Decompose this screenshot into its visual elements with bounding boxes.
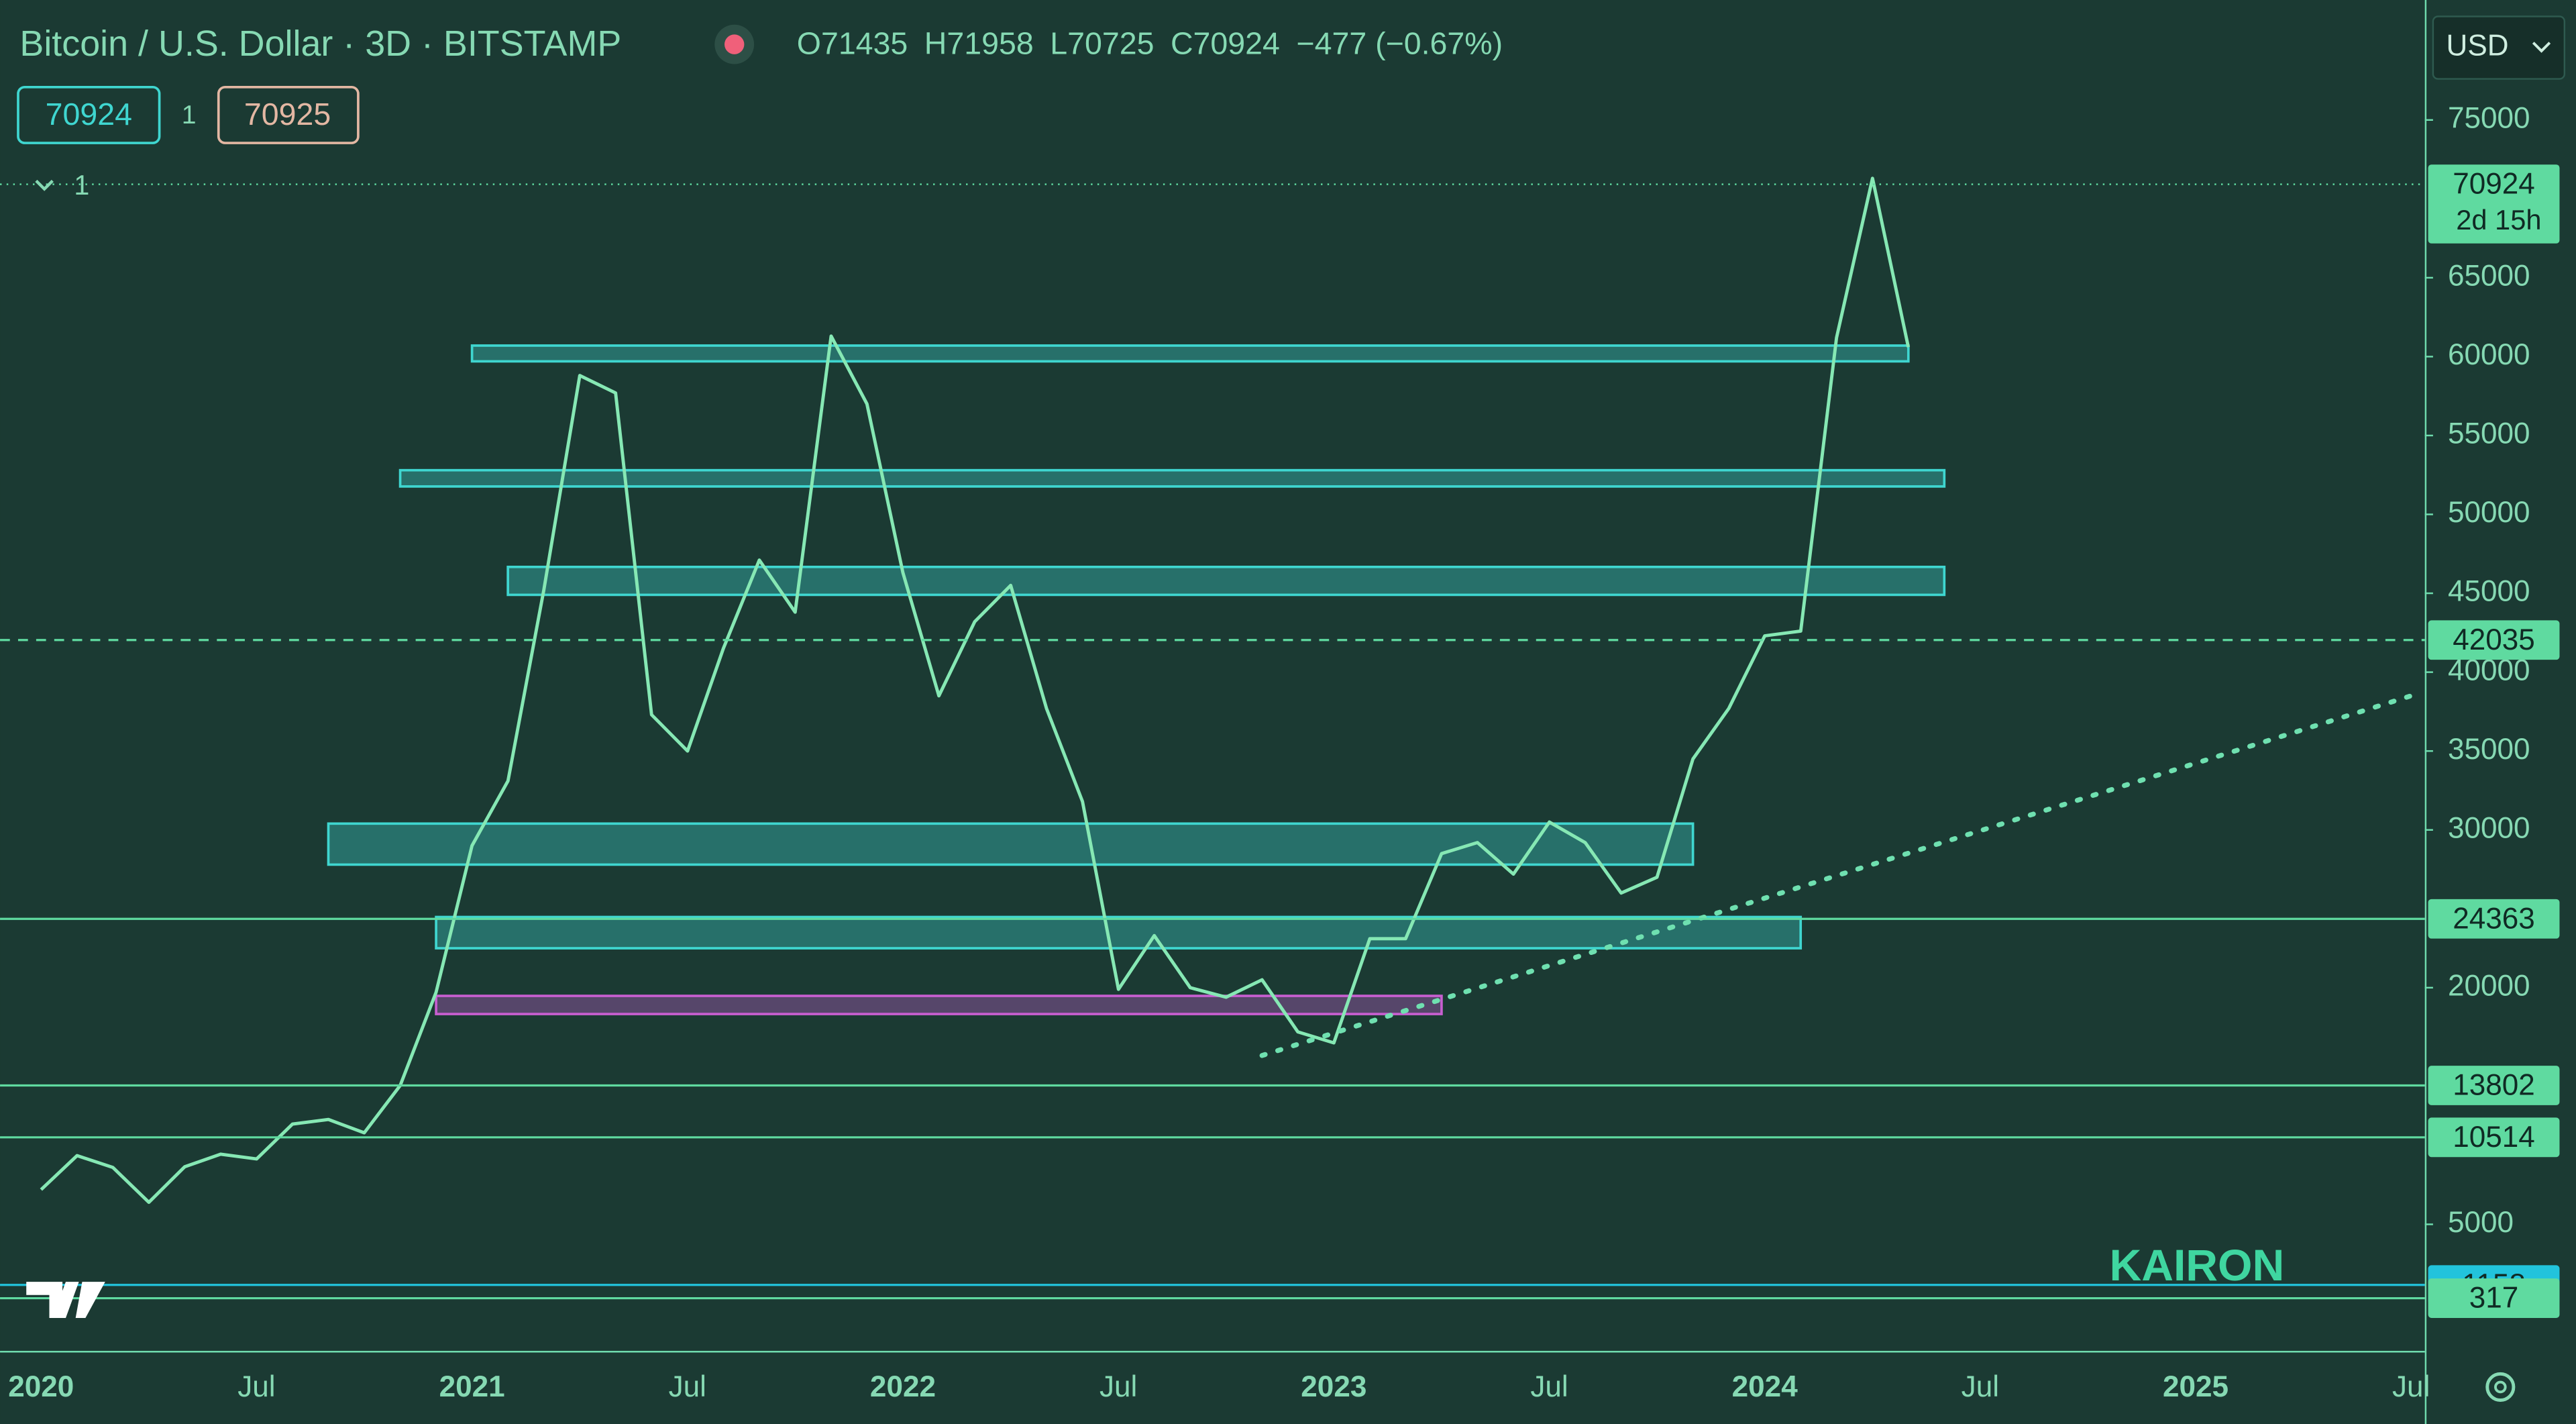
- currency-caret[interactable]: [2532, 42, 2551, 53]
- sell-button[interactable]: [17, 85, 161, 144]
- watermark: KAIRON: [2109, 1241, 2284, 1290]
- y-tick-label: 5000: [2448, 1206, 2514, 1239]
- ohlc-readout: O71435 H71958 L70725 C70924 −477 (−0.67%): [797, 26, 1503, 61]
- price-level-badge: [2428, 899, 2560, 939]
- price-level-badge: [2428, 164, 2560, 244]
- buy-price[interactable]: 70925: [244, 97, 331, 132]
- x-tick-label: Jul: [1530, 1370, 1568, 1403]
- sell-price[interactable]: 70924: [46, 97, 132, 132]
- ohlc-value: 70725: [1067, 26, 1154, 61]
- price-level-badge: [2428, 1278, 2560, 1318]
- ohlc-value: 70924: [1193, 26, 1280, 61]
- support-resistance-zone: [435, 995, 1443, 1015]
- symbol-title: Bitcoin / U.S. Dollar · 3D · BITSTAMP: [19, 23, 621, 64]
- x-tick-label: Jul: [237, 1370, 275, 1403]
- settings-button[interactable]: [2485, 1372, 2516, 1402]
- ohlc-value: 71435: [821, 26, 908, 61]
- y-tick-label: 75000: [2448, 101, 2530, 134]
- spread: 1: [182, 101, 197, 130]
- y-tick-label: 30000: [2448, 811, 2530, 844]
- ohlc-label: C: [1171, 26, 1193, 61]
- price-level-label: 42035: [2453, 623, 2535, 656]
- y-tick-label: 20000: [2448, 969, 2530, 1002]
- price-level-badge: [2428, 1066, 2560, 1105]
- price-level-badge: [2428, 620, 2560, 660]
- currency-label[interactable]: USD: [2446, 30, 2508, 62]
- indicator-count[interactable]: 1: [74, 169, 89, 201]
- price-level-label: 10514: [2453, 1121, 2535, 1154]
- ohlc-label: H: [924, 26, 947, 61]
- trendline: [1259, 693, 2414, 1058]
- countdown-label: 2d 15h: [2456, 204, 2541, 236]
- y-tick-label: 60000: [2448, 338, 2530, 371]
- x-tick-label: Jul: [2392, 1370, 2430, 1403]
- support-resistance-zone: [470, 344, 1910, 363]
- x-tick-label: Jul: [669, 1370, 706, 1403]
- currency-button[interactable]: [2432, 15, 2566, 80]
- support-resistance-zone: [398, 468, 1946, 488]
- y-tick-label: 35000: [2448, 733, 2530, 766]
- ohlc-label: L: [1050, 26, 1067, 61]
- ohlc-label: O: [797, 26, 821, 61]
- buy-button[interactable]: [217, 85, 360, 144]
- x-tick-label: 2023: [1301, 1370, 1366, 1403]
- settings-icon[interactable]: [2494, 1380, 2507, 1394]
- ohlc-value: 71958: [947, 26, 1033, 61]
- support-resistance-zone: [435, 915, 1803, 950]
- ohlc-change: −477 (−0.67%): [1296, 26, 1503, 61]
- x-tick-label: 2022: [870, 1370, 936, 1403]
- support-resistance-zone: [506, 565, 1946, 597]
- overlay: Bitcoin / U.S. Dollar · 3D · BITSTAMP O7…: [17, 15, 2566, 1402]
- y-tick-label: 45000: [2448, 575, 2530, 608]
- y-tick-label: 55000: [2448, 417, 2530, 450]
- price-level-label: 70924: [2453, 168, 2535, 201]
- support-resistance-zone: [327, 822, 1695, 866]
- status-dot: [724, 34, 745, 54]
- price-level-label: 317: [2469, 1282, 2519, 1315]
- x-tick-label: 2024: [1732, 1370, 1799, 1403]
- x-tick-label: Jul: [1962, 1370, 1999, 1403]
- plot: [0, 119, 2433, 1300]
- y-tick-label: 65000: [2448, 260, 2530, 293]
- tv-logo: [26, 1282, 105, 1319]
- x-tick-label: Jul: [1099, 1370, 1137, 1403]
- price-level-label: 24363: [2453, 902, 2535, 935]
- indicator-toggle[interactable]: [35, 179, 54, 191]
- price-level-label: 13802: [2453, 1069, 2535, 1102]
- y-tick-label: 50000: [2448, 496, 2530, 529]
- x-tick-label: 2020: [8, 1370, 74, 1403]
- price-line: [40, 176, 1911, 1205]
- price-level-badge: [2428, 1117, 2560, 1158]
- x-tick-label: 2025: [2163, 1370, 2229, 1403]
- x-tick-label: 2021: [439, 1370, 505, 1403]
